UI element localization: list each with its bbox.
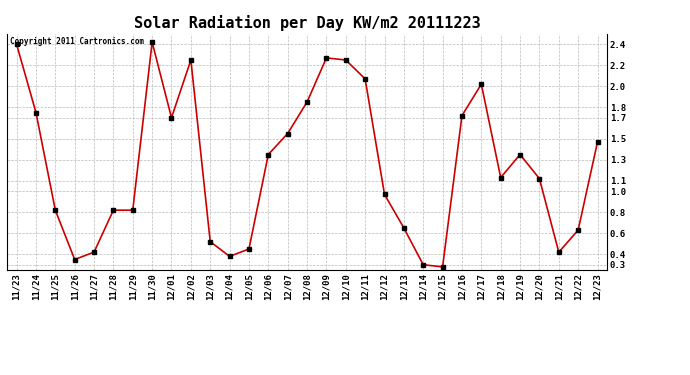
- Title: Solar Radiation per Day KW/m2 20111223: Solar Radiation per Day KW/m2 20111223: [134, 15, 480, 31]
- Text: Copyright 2011 Cartronics.com: Copyright 2011 Cartronics.com: [10, 37, 144, 46]
